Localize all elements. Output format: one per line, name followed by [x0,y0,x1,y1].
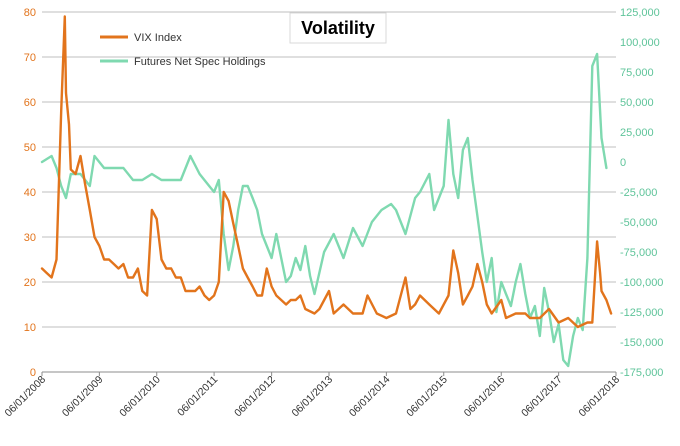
x-tick-label: 06/01/2009 [60,374,106,420]
left-tick-label: 80 [24,7,36,19]
right-tick-label: 125,000 [620,7,660,19]
x-tick-label: 06/01/2016 [462,374,508,420]
left-tick-label: 0 [30,367,36,379]
gridlines [42,11,616,373]
x-tick-label: 06/01/2018 [576,374,622,420]
axes: 0 10 20 30 40 50 60 70 80 -175,000 -150,000 -125,00… [2,7,663,419]
legend-label-vix: VIX Index [134,32,182,44]
right-tick-label: 100,000 [620,37,660,49]
left-tick-label: 40 [24,187,36,199]
right-tick-label: -125,000 [620,307,663,319]
x-tick-label: 06/01/2011 [175,374,220,419]
left-tick-label: 30 [24,232,36,244]
x-tick-label: 06/01/2010 [117,374,163,420]
left-tick-label: 10 [24,322,36,334]
left-tick-label: 70 [24,52,36,64]
right-tick-label: 0 [620,157,626,169]
right-tick-label: -150,000 [620,337,663,349]
chart-title-box: Volatility [289,12,387,44]
title-frame [289,12,387,44]
right-tick-label: -25,000 [620,187,657,199]
legend: VIX Index Futures Net Spec Holdings [100,32,266,68]
x-tick-label: 06/01/2013 [289,374,335,420]
right-tick-label: -50,000 [620,217,657,229]
right-tick-label: -75,000 [620,247,657,259]
x-tick-label: 06/01/2014 [347,374,393,420]
x-tick-label: 06/01/2012 [232,374,278,420]
chart-title: Volatility [301,18,375,38]
right-tick-label: 25,000 [620,127,654,139]
right-tick-label: 75,000 [620,67,654,79]
right-tick-label: -175,000 [620,367,663,379]
left-tick-label: 20 [24,277,36,289]
series-line-vix [40,15,613,329]
x-tick-label: 06/01/2008 [2,374,48,420]
right-tick-label: -100,000 [620,277,663,289]
right-tick-label: 50,000 [620,97,654,109]
series-line-futures [40,52,608,368]
series [40,15,613,368]
x-tick-label: 06/01/2015 [404,374,450,420]
x-tick-label: 06/01/2017 [519,374,565,420]
legend-label-futures: Futures Net Spec Holdings [134,56,266,68]
left-tick-label: 50 [24,142,36,154]
left-tick-label: 60 [24,97,36,109]
